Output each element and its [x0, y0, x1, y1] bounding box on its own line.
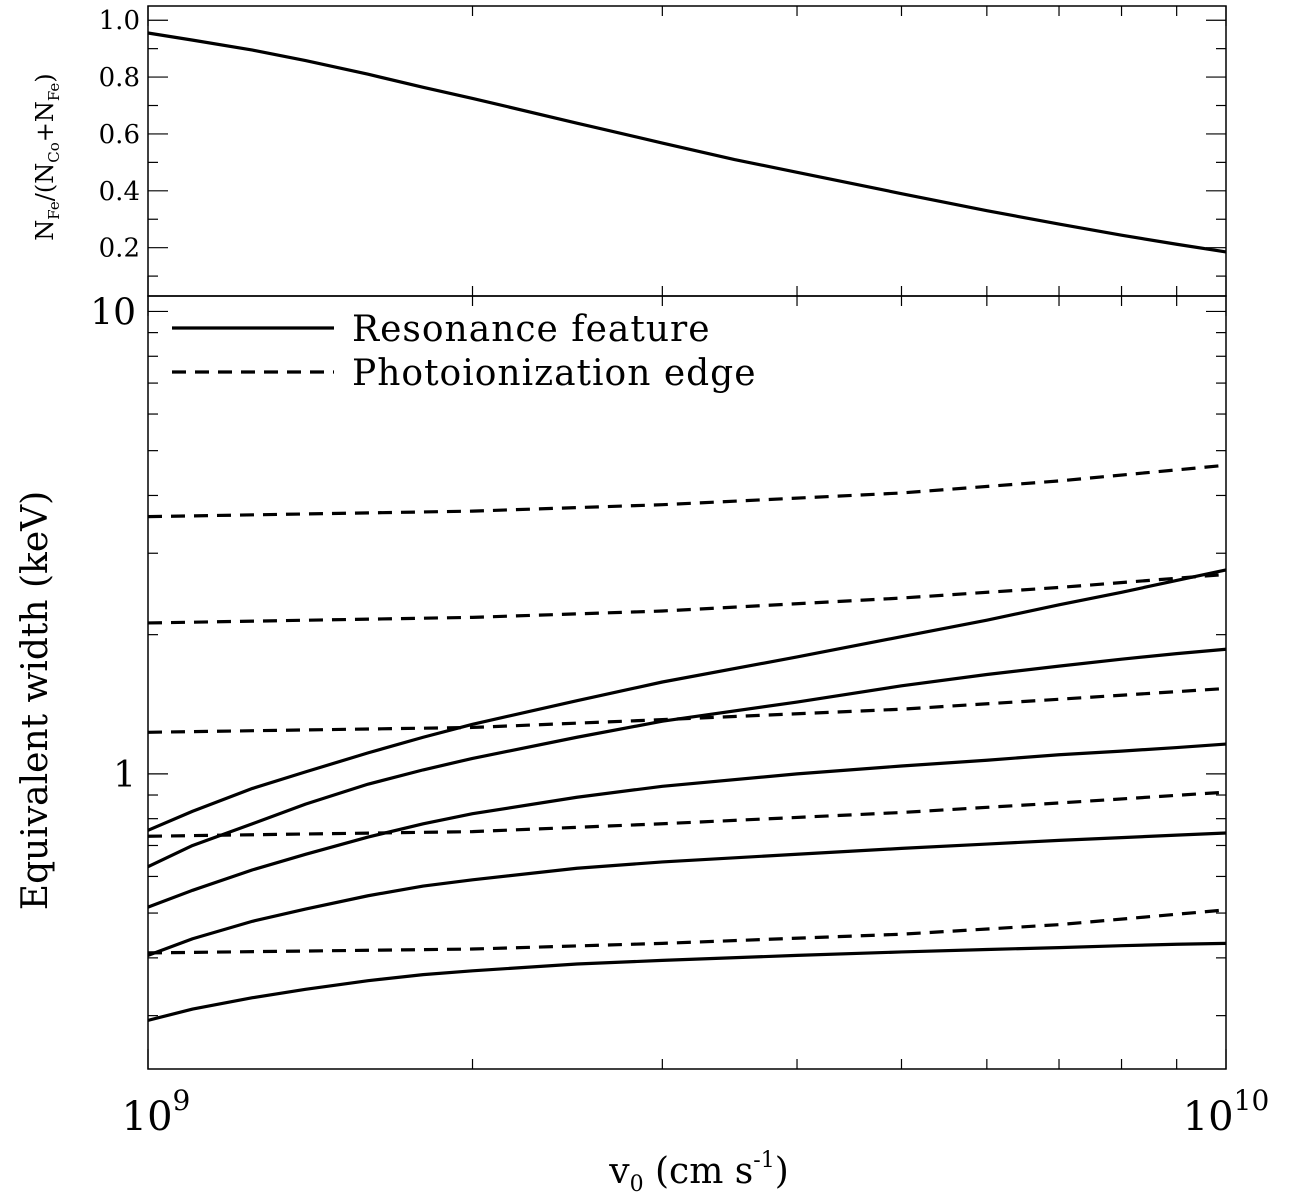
- top-ylabel-subscript: Fe: [45, 83, 63, 102]
- bottom-ytick-label: 1: [113, 755, 136, 796]
- photoionization-edge-line-5: [147, 908, 1227, 955]
- top-ylabel-part: N: [31, 220, 59, 241]
- legend-label: Photoionization edge: [352, 353, 757, 394]
- top-ylabel-part: /(N: [31, 163, 59, 201]
- bottom-xtick-label: 109: [122, 1084, 191, 1140]
- photoionization-edge-line-1: [147, 463, 1227, 519]
- top-ytick-label: 0.4: [99, 177, 140, 207]
- bottom-xtick-label: 1010: [1183, 1084, 1270, 1140]
- top-series-line-1: [147, 31, 1227, 254]
- top-plot-frame: [147, 5, 1227, 297]
- xtick-exponent: 10: [1234, 1084, 1270, 1117]
- resonance-feature-line-10: [147, 941, 1227, 1022]
- top-ylabel: NFe/(NCo+NFe): [31, 73, 63, 240]
- bottom-ylabel: Equivalent width (keV): [15, 491, 56, 910]
- photoionization-edge-line-2: [147, 572, 1227, 625]
- xlabel-part: v: [608, 1151, 630, 1192]
- top-ylabel-subscript: Fe: [45, 201, 63, 220]
- resonance-feature-line-7: [147, 647, 1227, 869]
- resonance-feature-line-9: [147, 831, 1227, 957]
- top-ytick-label: 0.2: [99, 234, 140, 264]
- top-ytick-label: 0.8: [99, 63, 140, 93]
- photoionization-edge-line-4: [147, 790, 1227, 838]
- xtick-base: 10: [1183, 1094, 1234, 1140]
- top-ylabel-part: +N: [31, 101, 59, 142]
- top-ylabel-subscript: Co: [45, 142, 63, 163]
- bottom-plot-frame: [147, 295, 1227, 1070]
- top-ytick-label: 1.0: [99, 6, 140, 36]
- resonance-feature-line-8: [147, 742, 1227, 909]
- xlabel-part: ): [775, 1151, 789, 1192]
- xtick-exponent: 9: [173, 1084, 191, 1117]
- xlabel-part: (cm s: [644, 1151, 754, 1192]
- xlabel-subscript: 0: [630, 1172, 644, 1197]
- photoionization-edge-line-3: [147, 686, 1227, 734]
- xtick-base: 10: [122, 1094, 173, 1140]
- bottom-ytick-label: 10: [90, 292, 136, 333]
- top-ylabel-part: ): [31, 73, 59, 82]
- top-ytick-label: 0.6: [99, 120, 140, 150]
- xlabel-superscript: -1: [753, 1148, 774, 1173]
- bottom-xlabel: v0 (cm s-1): [608, 1148, 789, 1197]
- resonance-feature-line-6: [147, 568, 1227, 832]
- legend-label: Resonance feature: [352, 309, 711, 350]
